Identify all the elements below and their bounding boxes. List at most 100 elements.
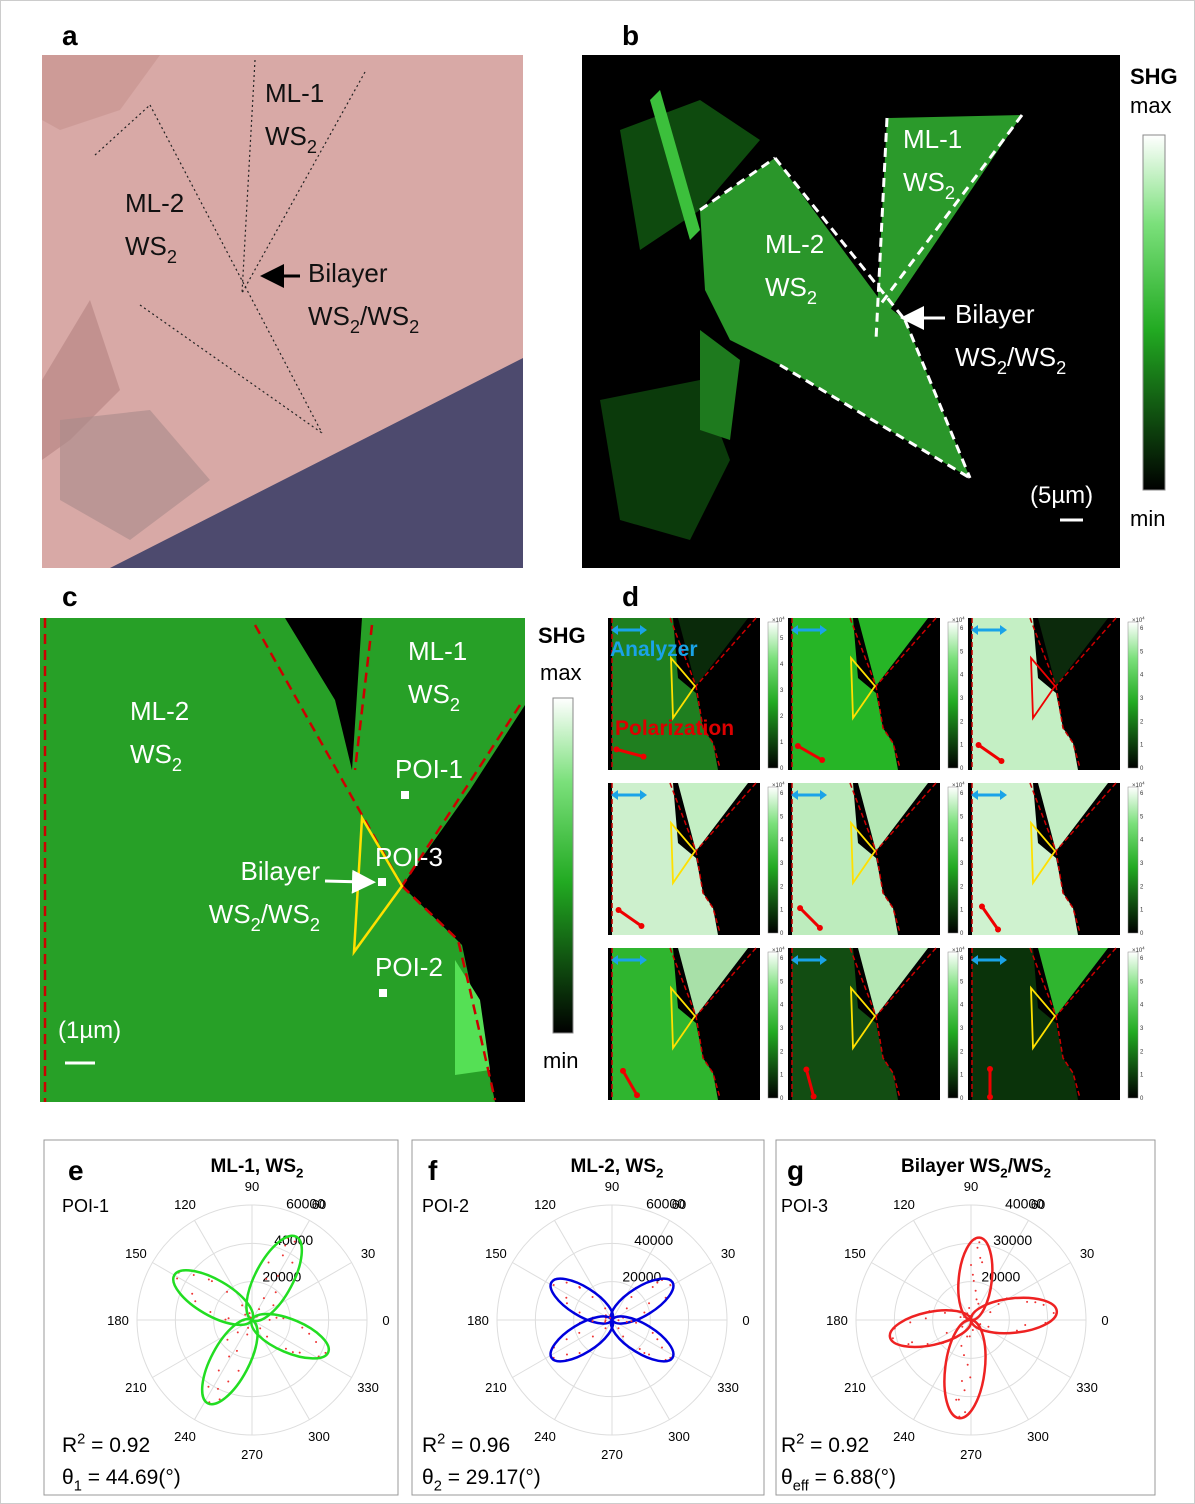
cell-ml1 [1038,618,1108,686]
data-dot [226,1338,229,1341]
angle-label: 180 [826,1313,848,1328]
colorbar-tick: 4 [1140,838,1144,844]
polar-spoke [251,1319,352,1378]
arrow-head [791,955,798,965]
data-dot [591,1295,594,1298]
colorbar-tick: 0 [1140,931,1144,937]
data-dot [1042,1303,1045,1306]
angle-label: 90 [245,1179,259,1194]
data-dot [237,1369,240,1372]
cell-bilayer [850,655,877,721]
text-run: ML-2 [125,188,184,218]
data-dot [989,1311,992,1314]
text-run: ×10 [772,618,783,624]
text-run: ×10 [772,783,783,789]
data-dot [227,1317,230,1320]
data-dot [565,1338,568,1341]
cell-bilayer [1030,820,1057,886]
data-dot [978,1241,981,1244]
data-dot [565,1353,568,1356]
radial-label: 20000 [981,1269,1020,1285]
text-run: WS [130,739,172,769]
angle-label: 330 [717,1380,739,1395]
data-dot [630,1320,633,1323]
arrow-end [975,741,982,748]
data-dot [265,1277,268,1280]
polar-spoke [913,1319,972,1420]
colorbar-tick: 1 [1140,743,1144,749]
label: WS2 [265,121,317,157]
data-dot [176,1277,179,1280]
polar-spoke [913,1220,972,1321]
label: ML-1 [903,124,962,154]
cell-edge [669,947,721,1099]
angle-label: 60 [672,1197,686,1212]
data-dot [244,1313,247,1316]
text-run: ×10 [952,783,963,789]
polar-spoke [152,1319,253,1378]
arrow-head [640,955,647,965]
colorbar-tick: 2 [1140,884,1144,890]
cell-edge [1055,947,1117,1017]
arrow-head [971,625,978,635]
cell-ml2 [972,783,1078,935]
plot-title: Bilayer WS2/WS2 [901,1156,1051,1181]
text-run: 2 [1044,1166,1051,1181]
text-run: θ [62,1466,74,1489]
data-dot [604,1320,607,1323]
polar-spoke [251,1220,310,1321]
colorbar-tick: 2 [780,714,784,720]
text-run: = 29.17(°) [442,1466,541,1489]
colorbar-tick: 3 [1140,1026,1144,1032]
angle-label: 300 [668,1429,690,1444]
polar-spoke [970,1319,1029,1420]
colorbar-tick: 4 [780,838,784,844]
arrow-head [1000,790,1007,800]
polar-spoke [871,1319,972,1378]
data-dot [651,1285,654,1288]
text-run: ×10 [1132,948,1143,954]
data-dot [1024,1324,1027,1327]
text-run: 4 [782,616,785,621]
panel-box [411,1139,765,1496]
data-dot [267,1261,270,1264]
cell-edge [875,782,937,852]
cell-edge [849,617,901,769]
fit-petal [609,1315,675,1363]
cell-edge [849,947,901,1099]
polar-spoke [611,1319,670,1420]
arrow-end [620,1067,626,1074]
data-dot [943,1311,946,1314]
data-dot [604,1319,607,1322]
data-dot [961,1325,964,1328]
polar-spoke [611,1220,670,1321]
angle-label: 90 [605,1179,619,1194]
text-run: 4 [782,946,785,951]
cell-ml1 [678,948,748,1016]
colorbar-min: min [1130,506,1165,531]
fit-stat: R2 = 0.92 [781,1432,869,1457]
text-run: eff [793,1478,810,1494]
text-run: WS [955,342,997,372]
colorbar-tick: 0 [780,1096,784,1102]
polar-spoke [251,1262,352,1321]
cell-ml2 [792,783,898,935]
cell-edge [1029,782,1081,934]
data-dot [604,1307,607,1310]
text-run: 2 [172,755,182,775]
polarization-label: Polarization [615,717,734,740]
text-run: ML-2, WS [571,1156,657,1177]
text-run: Bilayer [241,856,321,886]
panel-letter: c [62,581,78,612]
text-run: WS [408,679,450,709]
data-dot [210,1280,213,1283]
data-dot [911,1341,914,1344]
data-dot [284,1347,287,1350]
text-run: R [781,1434,796,1457]
text-run: /WS [1007,342,1056,372]
colorbar-tick: 6 [780,956,784,962]
arrow-head [971,955,978,965]
data-dot [648,1302,651,1305]
data-dot [1026,1300,1029,1303]
colorbar-tick: 0 [780,931,784,937]
